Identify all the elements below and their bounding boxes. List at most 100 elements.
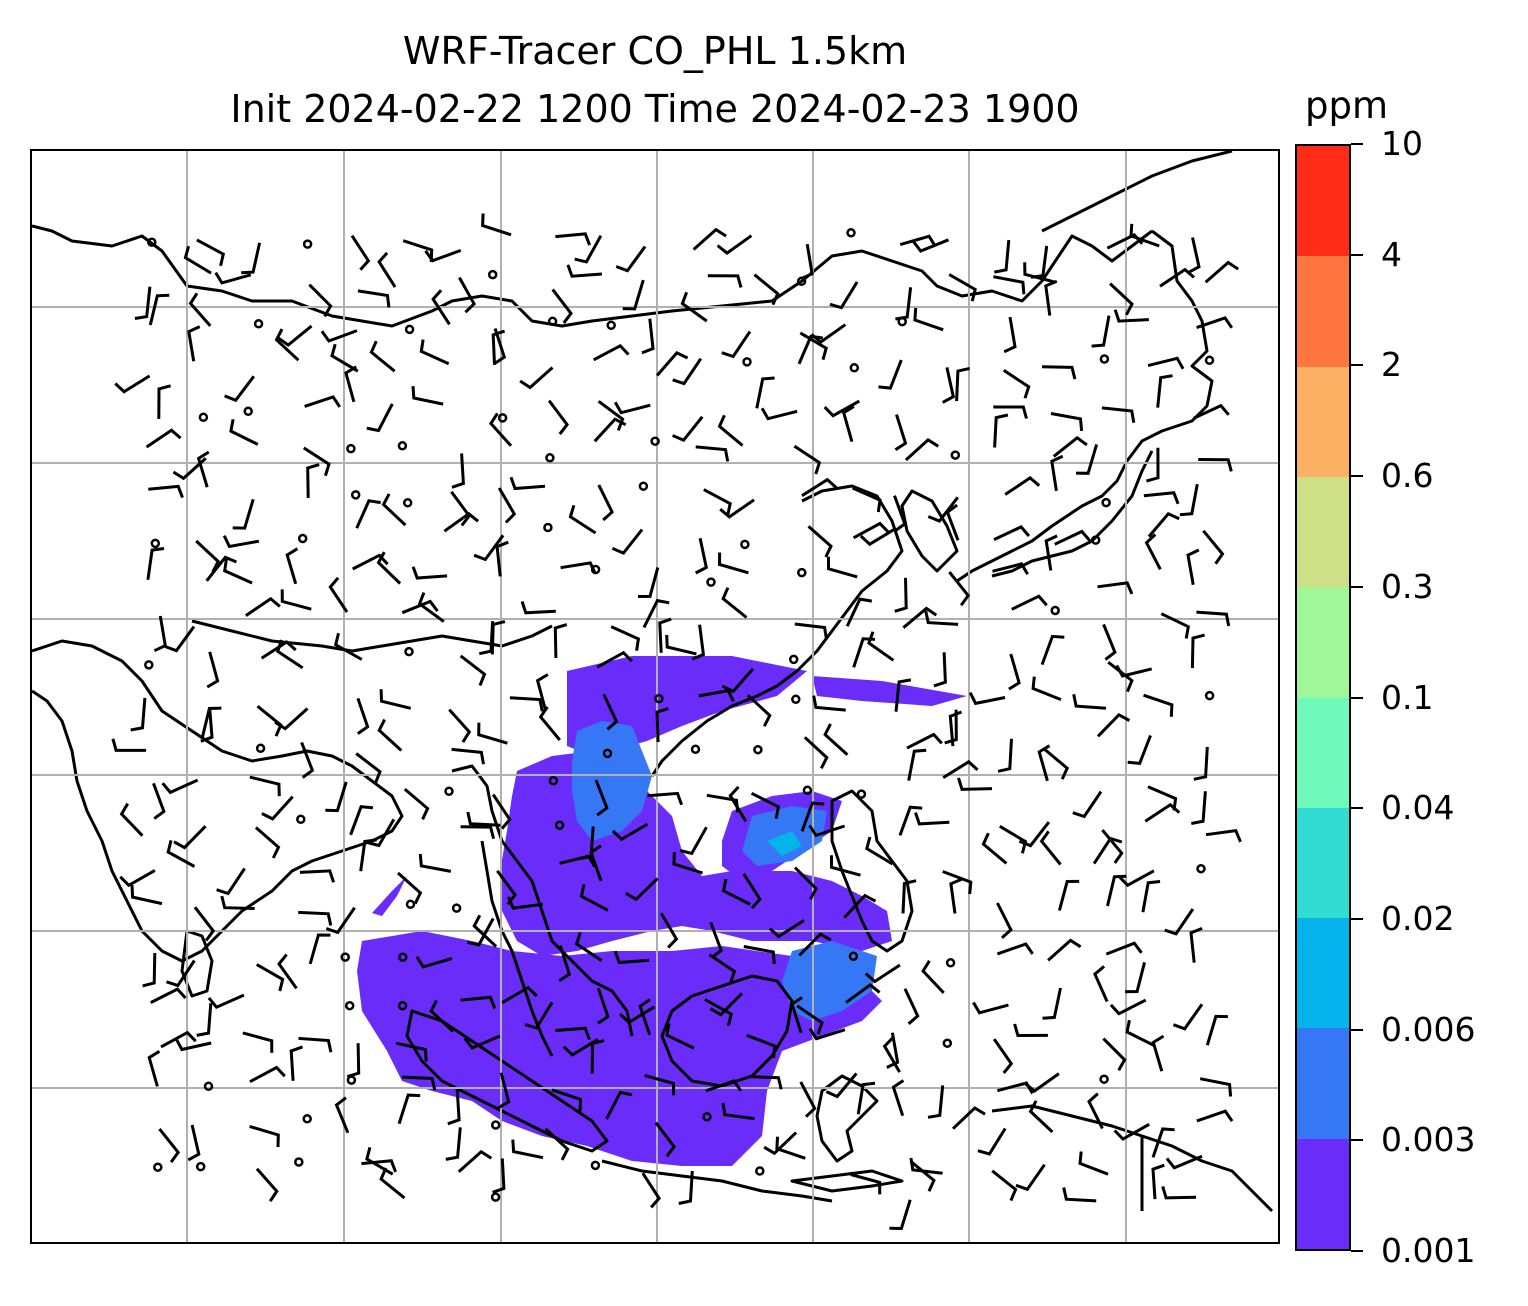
wind-barb — [460, 825, 496, 840]
wind-barb — [721, 587, 748, 619]
wind-barb — [760, 407, 798, 421]
wind-barb — [755, 376, 775, 409]
colorbar — [1295, 144, 1351, 1251]
wind-barb — [906, 732, 943, 750]
wind-barb — [1160, 612, 1190, 639]
wind-barb — [596, 987, 610, 1025]
wind-barb — [376, 551, 402, 585]
wind-barb — [492, 1158, 506, 1194]
calm-wind-marker — [344, 1000, 355, 1011]
wind-barb — [611, 822, 649, 842]
wind-barb — [285, 547, 299, 585]
colorbar-segment — [1297, 1028, 1349, 1139]
wind-barb — [1144, 802, 1181, 823]
wind-barb — [333, 632, 363, 661]
wind-barb — [172, 457, 207, 481]
wind-barb — [775, 1136, 806, 1160]
wind-barb — [705, 1079, 743, 1093]
wind-barb — [1147, 511, 1180, 538]
wind-barb — [878, 359, 903, 390]
wind-barb — [1004, 476, 1041, 496]
wind-barb — [555, 232, 592, 246]
wind-barb — [222, 535, 260, 549]
wind-barb — [241, 242, 262, 275]
wind-barb — [797, 334, 823, 365]
wind-barb — [544, 1127, 570, 1161]
wind-barb — [665, 1023, 695, 1050]
wind-barb — [1144, 533, 1162, 570]
wind-barb — [1087, 1092, 1104, 1130]
wind-barb — [451, 453, 465, 489]
calm-wind-marker — [302, 239, 313, 249]
wind-barb — [395, 1041, 428, 1062]
wind-barb — [823, 723, 849, 756]
wind-barb — [1129, 223, 1160, 248]
wind-barb — [147, 1050, 161, 1087]
wind-barb — [559, 854, 596, 868]
wind-barb — [256, 705, 283, 737]
wind-barb — [200, 707, 214, 743]
wind-barb — [220, 895, 255, 910]
wind-barb — [130, 885, 163, 906]
wind-barb — [249, 775, 281, 797]
wind-barb — [1109, 998, 1147, 1016]
wind-barb — [904, 438, 940, 462]
wind-barb — [1040, 634, 1065, 666]
colorbar-level-label: 0.6 — [1381, 456, 1434, 496]
wind-barb — [1101, 406, 1136, 424]
wind-barb — [992, 1038, 1014, 1074]
tracer-concentration-field — [357, 656, 967, 1166]
wind-barb — [261, 795, 294, 821]
wind-barb — [827, 556, 858, 579]
wind-barb — [898, 805, 923, 836]
wind-barb — [695, 445, 730, 462]
calm-wind-marker — [702, 1112, 712, 1122]
wind-barb — [344, 365, 357, 403]
wind-barb — [1091, 315, 1111, 348]
wind-barb — [489, 412, 513, 447]
wind-barb — [927, 1085, 945, 1119]
wind-barb — [672, 851, 704, 875]
wind-barb — [119, 869, 156, 888]
colorbar-level-label: 0.006 — [1381, 1009, 1476, 1049]
wind-barb — [289, 1045, 304, 1081]
tracer-region-south — [357, 931, 882, 1166]
wind-barb — [249, 1065, 286, 1084]
colorbar-segment — [1297, 476, 1349, 588]
wind-barb — [277, 324, 313, 347]
wind-barb — [459, 654, 487, 686]
wind-barb — [655, 351, 689, 377]
wind-barb — [644, 1074, 676, 1096]
calm-wind-marker — [1090, 535, 1101, 545]
wind-barb — [594, 779, 609, 817]
wind-barb — [260, 640, 297, 660]
wind-barb — [703, 488, 732, 516]
wind-barb — [355, 499, 381, 529]
wind-barb — [551, 288, 573, 324]
wind-barb — [845, 983, 881, 1004]
colorbar-level-label: 10 — [1381, 124, 1423, 163]
wind-barb — [913, 307, 944, 332]
wind-barb — [1062, 1187, 1097, 1203]
wind-barb — [665, 634, 697, 656]
wind-barb — [377, 718, 403, 752]
wind-barb — [274, 328, 300, 362]
colorbar-level-label: 0.02 — [1381, 898, 1455, 938]
wind-barb — [867, 631, 895, 662]
wind-barb — [968, 692, 1006, 706]
calm-wind-marker — [545, 453, 555, 463]
calm-wind-marker — [350, 490, 361, 500]
map-panel[interactable] — [30, 149, 1280, 1244]
wind-barb — [574, 932, 603, 962]
wind-barb — [829, 281, 859, 310]
wind-barb — [148, 293, 170, 326]
coastline-sumatra — [405, 1009, 609, 1153]
wind-barb — [641, 318, 655, 355]
calm-wind-marker — [397, 1000, 408, 1011]
colorbar-tick — [1351, 1139, 1363, 1142]
wind-barb — [214, 271, 252, 285]
wind-barb — [611, 528, 644, 555]
colorbar-tick — [1351, 696, 1363, 699]
wind-barb — [320, 329, 358, 343]
wind-barb — [810, 323, 847, 344]
